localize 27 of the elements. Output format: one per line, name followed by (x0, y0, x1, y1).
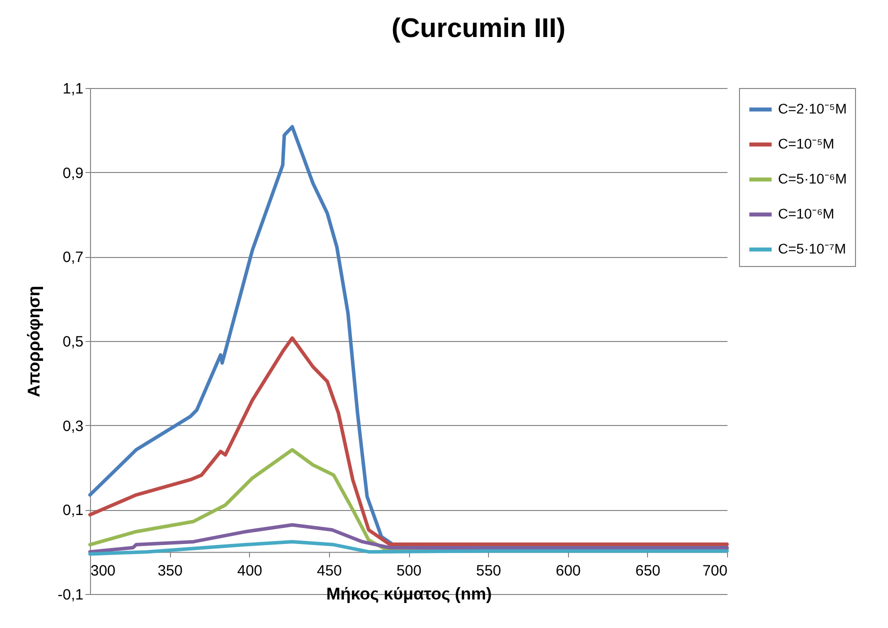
y-tick-label: 0,9 (62, 164, 84, 182)
y-tick-label: 0,3 (62, 418, 84, 435)
y-tick-label: -0,1 (58, 586, 84, 604)
chart-title: (Curcumin III) (392, 13, 566, 43)
legend-label: C=2·10⁻⁵M (778, 100, 847, 116)
line-series (88, 336, 729, 546)
x-tick-label: 550 (476, 562, 502, 580)
x-tick-label: 600 (556, 562, 581, 580)
legend-label: C=10⁻⁶M (778, 206, 834, 222)
line-series (88, 523, 729, 554)
x-tick-label: 350 (158, 562, 183, 580)
y-tick-label: 0,5 (62, 334, 84, 350)
y-tick-label: 1,1 (62, 80, 84, 98)
x-tick-label: 450 (316, 562, 342, 580)
line-series (88, 540, 729, 556)
y-axis-title: Απορρόφηση (24, 286, 44, 398)
x-tick-label: 400 (237, 562, 262, 580)
x-tick-label: 500 (396, 562, 422, 580)
legend-label: C=5·10⁻⁷M (778, 240, 846, 256)
x-axis-title: Μήκος κύματος (nm) (326, 584, 492, 604)
x-tick-label: 650 (635, 562, 660, 580)
x-tick-label: 300 (90, 562, 116, 580)
y-tick-label: 0,7 (62, 249, 84, 266)
x-tick-label: 700 (702, 562, 728, 580)
legend-label: C=10⁻⁵M (778, 136, 834, 152)
y-tick-label: 0,1 (62, 502, 84, 520)
legend-label: C=5·10⁻⁶M (778, 170, 847, 186)
